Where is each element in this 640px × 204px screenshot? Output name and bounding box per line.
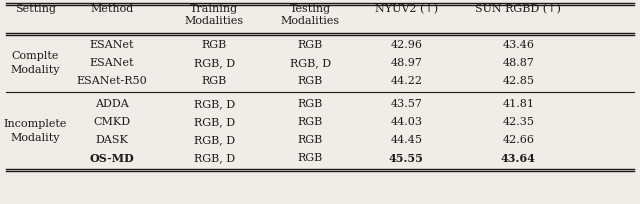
Text: Method: Method [90,4,134,14]
Text: RGB: RGB [298,135,323,145]
Text: ESANet-R50: ESANet-R50 [77,76,147,86]
Text: RGB: RGB [298,99,323,109]
Text: Training
Modalities: Training Modalities [185,4,244,26]
Text: RGB, D: RGB, D [194,117,235,127]
Text: OS-MD: OS-MD [90,153,134,163]
Text: RGB: RGB [202,40,227,50]
Text: Testing
Modalities: Testing Modalities [281,4,340,26]
Text: 42.66: 42.66 [502,135,534,145]
Text: RGB: RGB [298,153,323,163]
Text: ADDA: ADDA [95,99,129,109]
Text: DASK: DASK [95,135,129,145]
Text: ESANet: ESANet [90,40,134,50]
Text: RGB: RGB [298,40,323,50]
Text: RGB, D: RGB, D [194,58,235,68]
Text: RGB: RGB [202,76,227,86]
Text: RGB: RGB [298,117,323,127]
Text: 44.03: 44.03 [390,117,422,127]
Text: 42.96: 42.96 [390,40,422,50]
Text: 41.81: 41.81 [502,99,534,109]
Text: Incomplete
Modality: Incomplete Modality [3,119,67,143]
Text: 48.97: 48.97 [390,58,422,68]
Text: SUN RGBD (↑): SUN RGBD (↑) [476,4,561,14]
Text: 44.22: 44.22 [390,76,422,86]
Text: RGB: RGB [298,76,323,86]
Text: 43.46: 43.46 [502,40,534,50]
Text: 42.35: 42.35 [502,117,534,127]
Text: 48.87: 48.87 [502,58,534,68]
Text: Setting: Setting [15,4,56,14]
Text: RGB, D: RGB, D [194,153,235,163]
Text: 43.64: 43.64 [501,153,536,163]
Text: RGB, D: RGB, D [290,58,331,68]
Text: 43.57: 43.57 [390,99,422,109]
Text: NYUV2 (↑): NYUV2 (↑) [375,4,438,14]
Text: ESANet: ESANet [90,58,134,68]
Text: 42.85: 42.85 [502,76,534,86]
Text: 45.55: 45.55 [389,153,424,163]
Text: 44.45: 44.45 [390,135,422,145]
Text: RGB, D: RGB, D [194,99,235,109]
Text: Complte
Modality: Complte Modality [10,51,60,75]
Text: RGB, D: RGB, D [194,135,235,145]
Text: CMKD: CMKD [93,117,131,127]
